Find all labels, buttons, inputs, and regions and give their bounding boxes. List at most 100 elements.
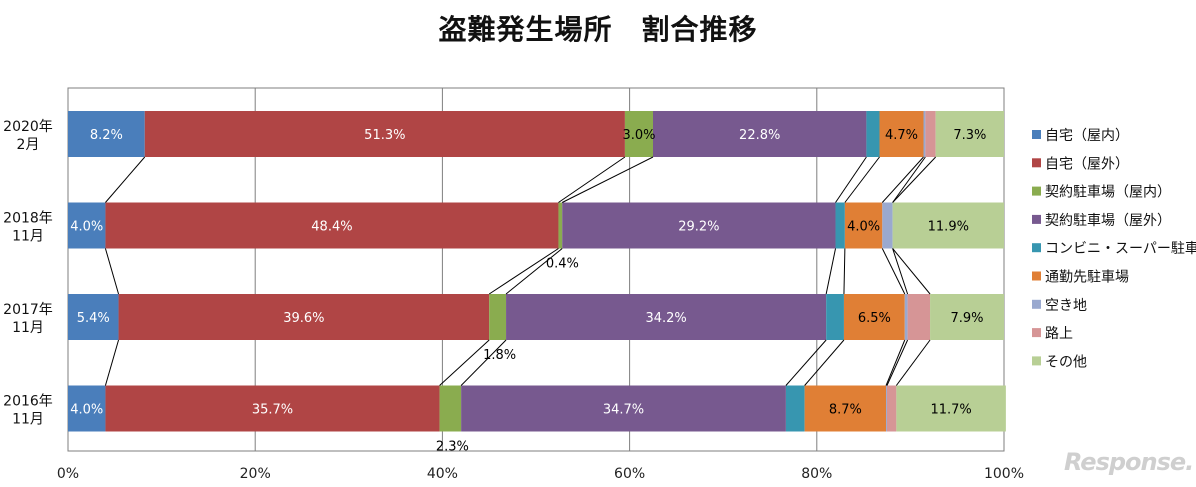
connector-line: [892, 248, 931, 295]
connector-line: [825, 248, 837, 295]
plot-frame: [67, 87, 1005, 452]
connector-line: [439, 339, 490, 386]
bar-segment: [935, 111, 1004, 157]
x-tick-label: 0%: [57, 466, 79, 482]
connector-line: [892, 156, 926, 203]
bar-segment: [653, 111, 867, 157]
data-label: 48.4%: [311, 220, 352, 235]
bar-segment: [105, 202, 559, 249]
bar-segment: [844, 202, 883, 249]
x-tick-label: 100%: [984, 466, 1024, 482]
connector-line: [460, 339, 507, 386]
connector-line: [835, 156, 867, 203]
data-label: 51.3%: [364, 128, 405, 143]
connector-line: [505, 248, 563, 295]
data-label: 8.7%: [829, 403, 862, 418]
bar-segment: [489, 294, 507, 340]
data-label: 34.7%: [603, 403, 644, 418]
bar-segment: [882, 202, 893, 249]
connector-line: [561, 156, 654, 203]
connector-line: [892, 156, 937, 203]
legend-label: 自宅（屋外）: [1045, 156, 1129, 172]
bar-segment: [439, 385, 462, 432]
response-logo: Response.: [1064, 448, 1194, 476]
bar-segment: [904, 294, 908, 340]
bar-segment: [68, 202, 106, 249]
legend-swatch: [1032, 186, 1041, 196]
legend-label: コンビニ・スーパー駐車場: [1045, 240, 1196, 257]
data-label: 22.8%: [739, 128, 780, 143]
data-label: 35.7%: [252, 403, 293, 418]
data-label: 34.2%: [645, 311, 686, 326]
bar-segment: [68, 294, 119, 340]
legend-swatch: [1032, 271, 1041, 281]
category-label: 2017年 11月: [3, 302, 53, 336]
legend-label: 自宅（屋内）: [1045, 128, 1129, 144]
connector-line: [105, 156, 146, 203]
bar-segment: [923, 111, 926, 157]
data-label: 1.8%: [483, 348, 516, 363]
x-tick-label: 80%: [801, 466, 832, 482]
bar-segment: [461, 385, 786, 432]
bar-segment: [105, 385, 440, 432]
data-label: 4.0%: [70, 220, 103, 235]
connector-line: [104, 248, 120, 295]
bar-segment: [562, 202, 836, 249]
data-label: 4.7%: [885, 128, 918, 143]
legend-label: 契約駐車場（屋内）: [1045, 184, 1171, 201]
bar-segment: [925, 111, 936, 157]
data-label: 11.9%: [928, 220, 969, 235]
data-label: 6.5%: [858, 311, 891, 326]
connector-line: [844, 156, 880, 203]
legend-swatch: [1032, 243, 1041, 253]
x-tick-label: 40%: [427, 466, 458, 482]
connector-line: [885, 339, 906, 386]
bar-segment: [835, 202, 845, 249]
bar-segment: [879, 111, 924, 157]
connector-line: [804, 339, 845, 386]
connector-line: [488, 248, 559, 295]
data-label: 39.6%: [283, 311, 324, 326]
bar-segment: [68, 111, 145, 157]
legend-label: 路上: [1045, 326, 1073, 342]
data-label: 4.0%: [70, 403, 103, 418]
chart-title: 盗難発生場所 割合推移: [438, 13, 758, 46]
legend-label: 通勤先駐車場: [1045, 269, 1129, 286]
bar-segment: [866, 111, 880, 157]
connector-line: [881, 156, 924, 203]
legend-swatch: [1032, 214, 1041, 224]
legend-label: 契約駐車場（屋外）: [1045, 212, 1171, 229]
data-label: 7.3%: [953, 128, 986, 143]
connector-line: [843, 248, 846, 295]
bar-segment: [144, 111, 625, 157]
connector-line: [895, 339, 931, 386]
x-tick-label: 20%: [240, 466, 271, 482]
bar-segment: [558, 202, 563, 249]
bar-segment: [930, 294, 1004, 340]
category-label: 2018年 11月: [3, 211, 53, 245]
bar-segment: [886, 385, 887, 432]
legend-swatch: [1032, 130, 1041, 139]
connector-line: [785, 339, 827, 386]
data-label: 11.7%: [930, 403, 971, 418]
bar-segment: [843, 294, 905, 340]
category-label: 2016年 11月: [3, 394, 53, 428]
bar-segment: [506, 294, 827, 340]
bar-segment: [907, 294, 931, 340]
bar-segment: [892, 202, 1004, 249]
bar-segment: [826, 294, 844, 340]
data-label: 4.0%: [847, 220, 880, 235]
bar-segment: [896, 385, 1006, 432]
bar-segment: [68, 385, 106, 432]
connector-line: [558, 156, 626, 203]
legend-swatch: [1032, 299, 1041, 309]
legend-label: 空き地: [1045, 298, 1087, 314]
data-label: 5.4%: [77, 311, 110, 326]
legend-swatch: [1032, 356, 1041, 366]
bar-segment: [118, 294, 490, 340]
legend-swatch: [1032, 328, 1041, 338]
data-label: 29.2%: [678, 220, 719, 235]
data-label: 0.4%: [546, 257, 579, 272]
connector-line: [881, 248, 906, 295]
